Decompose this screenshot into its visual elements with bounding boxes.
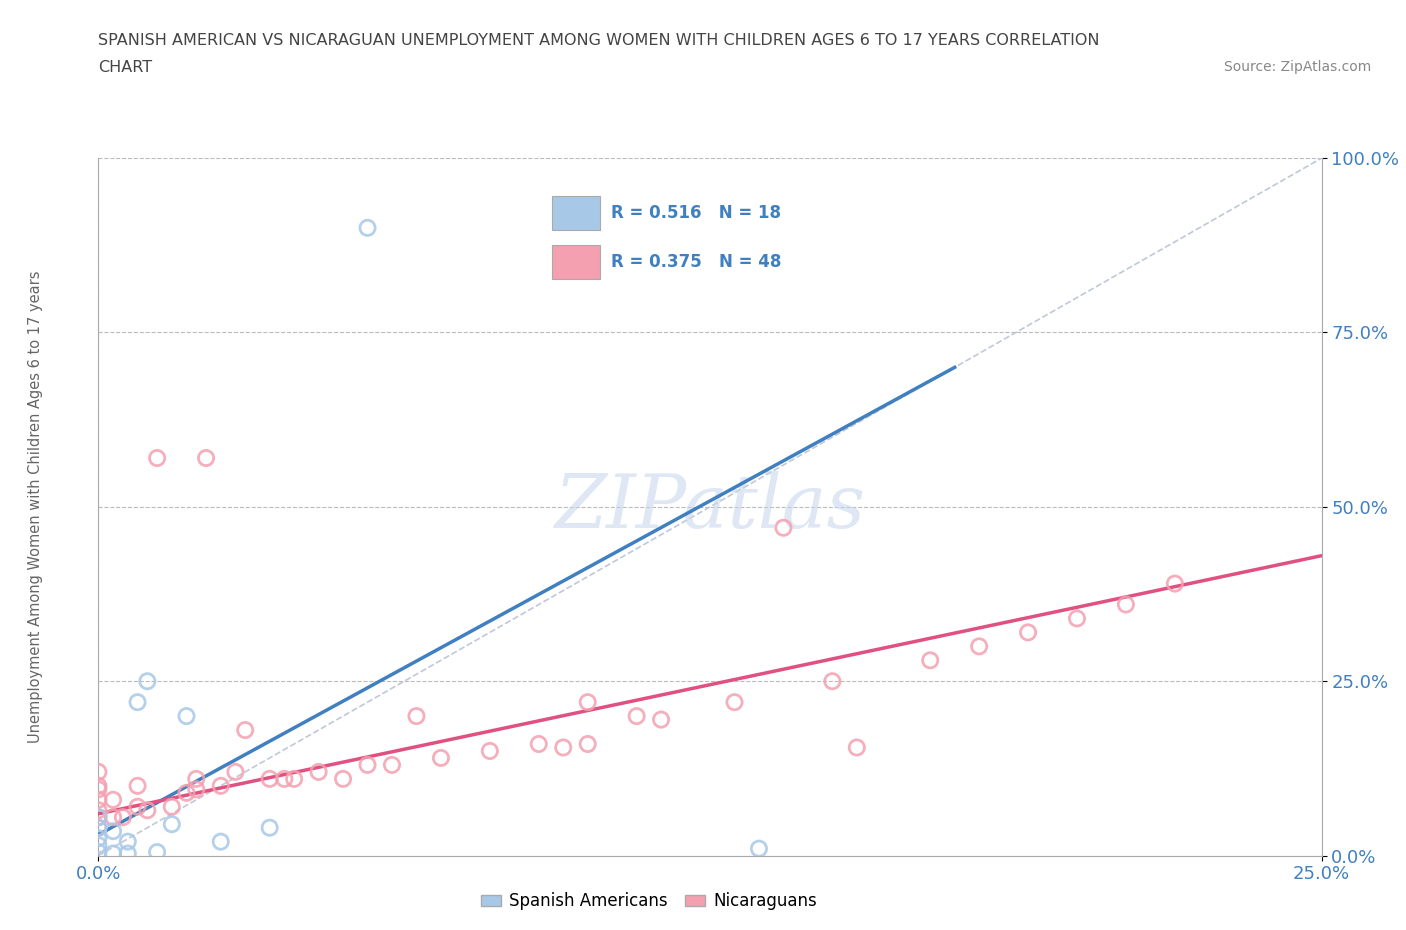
Point bbox=[127, 778, 149, 793]
Point bbox=[233, 723, 256, 737]
Point bbox=[87, 810, 110, 825]
Point bbox=[772, 521, 794, 536]
Text: SPANISH AMERICAN VS NICARAGUAN UNEMPLOYMENT AMONG WOMEN WITH CHILDREN AGES 6 TO : SPANISH AMERICAN VS NICARAGUAN UNEMPLOYM… bbox=[98, 33, 1099, 47]
Point bbox=[146, 844, 169, 859]
Point bbox=[87, 830, 110, 845]
Point bbox=[1164, 576, 1187, 591]
Point bbox=[356, 757, 378, 772]
Point bbox=[332, 772, 354, 787]
Point bbox=[101, 824, 124, 839]
Point bbox=[136, 673, 159, 688]
FancyBboxPatch shape bbox=[553, 245, 600, 279]
Point bbox=[176, 709, 198, 724]
Text: Unemployment Among Women with Children Ages 6 to 17 years: Unemployment Among Women with Children A… bbox=[28, 271, 42, 743]
Point bbox=[87, 820, 110, 835]
Point bbox=[1017, 625, 1039, 640]
Point bbox=[1066, 611, 1088, 626]
Point bbox=[259, 820, 281, 835]
FancyBboxPatch shape bbox=[553, 196, 600, 230]
Point bbox=[273, 772, 295, 787]
Point bbox=[405, 709, 427, 724]
Text: Source: ZipAtlas.com: Source: ZipAtlas.com bbox=[1223, 60, 1371, 74]
Point bbox=[186, 772, 208, 787]
Point bbox=[821, 673, 844, 688]
Point bbox=[1115, 597, 1137, 612]
Point bbox=[87, 810, 110, 825]
Point bbox=[136, 803, 159, 817]
Point bbox=[553, 740, 575, 755]
Point bbox=[650, 712, 672, 727]
Point bbox=[626, 709, 648, 724]
Point bbox=[209, 834, 232, 849]
Legend: Spanish Americans, Nicaraguans: Spanish Americans, Nicaraguans bbox=[474, 885, 824, 917]
Point bbox=[101, 792, 124, 807]
Point bbox=[195, 451, 218, 466]
Point bbox=[576, 695, 599, 710]
Point bbox=[160, 799, 183, 815]
Point bbox=[478, 744, 501, 759]
Point bbox=[920, 653, 942, 668]
Point bbox=[283, 772, 305, 787]
Point bbox=[748, 842, 770, 856]
Point bbox=[87, 764, 110, 779]
Point bbox=[356, 220, 378, 235]
Point bbox=[127, 695, 149, 710]
Point bbox=[117, 834, 139, 849]
Text: ZIPatlas: ZIPatlas bbox=[554, 471, 866, 543]
Point bbox=[127, 799, 149, 815]
Point bbox=[176, 785, 198, 800]
Point bbox=[209, 778, 232, 793]
Point bbox=[186, 782, 208, 797]
Point bbox=[527, 737, 550, 751]
Point bbox=[381, 757, 404, 772]
Point bbox=[430, 751, 453, 765]
Point bbox=[117, 846, 139, 861]
Point bbox=[87, 792, 110, 807]
Point bbox=[87, 782, 110, 797]
Point bbox=[160, 817, 183, 831]
Text: R = 0.516   N = 18: R = 0.516 N = 18 bbox=[610, 204, 780, 222]
Point bbox=[723, 695, 745, 710]
Point bbox=[224, 764, 246, 779]
Point bbox=[101, 810, 124, 825]
Point bbox=[87, 803, 110, 817]
Point bbox=[87, 820, 110, 835]
Point bbox=[101, 846, 124, 861]
Point bbox=[308, 764, 330, 779]
Point bbox=[111, 810, 134, 825]
Point bbox=[87, 838, 110, 853]
Point bbox=[87, 844, 110, 859]
Text: R = 0.375   N = 48: R = 0.375 N = 48 bbox=[610, 253, 782, 271]
Text: CHART: CHART bbox=[98, 60, 152, 75]
Point bbox=[845, 740, 868, 755]
Point bbox=[87, 778, 110, 793]
Point bbox=[259, 772, 281, 787]
Point bbox=[146, 451, 169, 466]
Point bbox=[576, 737, 599, 751]
Point bbox=[967, 639, 990, 654]
